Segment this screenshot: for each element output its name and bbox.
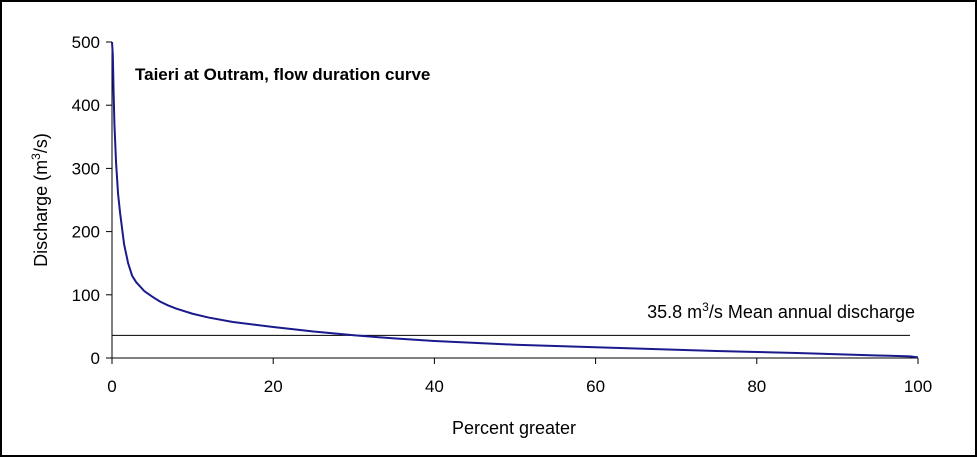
y-axis-label-suffix: /s): [31, 133, 51, 153]
y-tick-label-4: 400: [72, 96, 100, 115]
mean-discharge-label: 35.8 m3/s Mean annual discharge: [647, 300, 915, 322]
y-tick-label-1: 100: [72, 286, 100, 305]
y-axis-label-prefix: Discharge (m: [31, 160, 51, 267]
chart-title: Taieri at Outram, flow duration curve: [135, 65, 430, 84]
y-tick-label-3: 300: [72, 159, 100, 178]
mean-discharge-value: 35.8 m: [647, 302, 702, 322]
x-tick-label-2: 40: [425, 377, 444, 396]
x-tick-label-5: 100: [904, 377, 932, 396]
y-axis-ticks: 0 100 200 300 400 500: [72, 33, 112, 368]
y-tick-label-5: 500: [72, 33, 100, 52]
x-tick-label-0: 0: [107, 377, 116, 396]
x-axis-ticks: 0 20 40 60 80 100: [107, 358, 932, 396]
mean-discharge-superscript: 3: [702, 300, 709, 314]
x-tick-label-3: 60: [586, 377, 605, 396]
mean-discharge-suffix: /s Mean annual discharge: [709, 302, 915, 322]
y-axis-label: Discharge (m3/s): [29, 133, 51, 267]
x-axis-label: Percent greater: [452, 418, 576, 438]
y-axis-label-superscript: 3: [29, 153, 43, 160]
x-tick-label-4: 80: [747, 377, 766, 396]
y-tick-label-0: 0: [91, 349, 100, 368]
x-tick-label-1: 20: [264, 377, 283, 396]
flow-duration-curve-0: [111, 41, 919, 359]
y-tick-label-2: 200: [72, 223, 100, 242]
plot-area: [111, 41, 919, 359]
